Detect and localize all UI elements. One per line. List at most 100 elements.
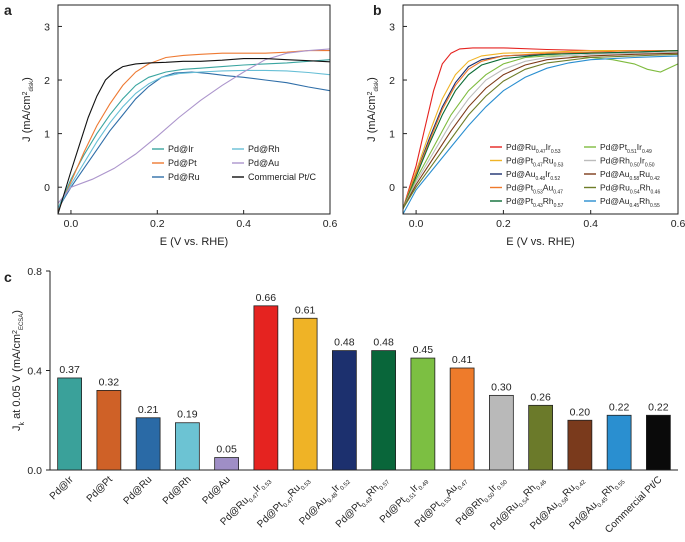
bar-category-label: Pd@Rh: [161, 474, 194, 507]
series-line-7: [403, 51, 678, 209]
bar-8: [332, 350, 357, 471]
x-tick-label: 0.2: [496, 218, 511, 230]
series-line-8: [403, 52, 678, 209]
legend-entry: Pd@Au0.45Rh0.55: [600, 196, 660, 209]
legend-entry: Pd@Au: [248, 158, 279, 168]
bar-value-label: 0.61: [295, 304, 316, 316]
bar-2: [96, 389, 122, 471]
bar-value-label: 0.41: [452, 354, 473, 366]
y-tick-label: 1: [44, 129, 50, 141]
bar-10: [410, 357, 436, 471]
x-axis-label: E (V vs. RHE): [160, 236, 228, 248]
bar-value-label: 0.05: [216, 444, 237, 456]
x-tick-label: 0.4: [583, 218, 598, 230]
x-tick-label: 0.6: [671, 218, 685, 230]
legend-entry: Commercial Pt/C: [248, 172, 317, 182]
bar-category-label: Pd@Ir: [48, 474, 76, 502]
plot-frame: [57, 4, 331, 215]
x-tick-label: 0.0: [64, 218, 79, 230]
y-tick-label: 3: [44, 21, 50, 33]
bar-4: [175, 422, 200, 471]
legend-entry: Pd@Au0.48Ir0.52: [506, 169, 560, 182]
y-tick-label: 3: [389, 21, 395, 33]
legend-entry: Pd@Ir: [168, 144, 194, 154]
y-tick-label: 2: [44, 75, 50, 87]
legend-entry: Pd@Au0.58Ru0.42: [600, 169, 660, 182]
y-axis-label: J (mA/cm2disk): [366, 77, 380, 142]
bar-7: [292, 317, 318, 471]
legend-entry: Pd@Ru: [168, 172, 200, 182]
y-tick-label: 0.8: [27, 266, 42, 278]
panel-letter: a: [4, 2, 12, 18]
bar-13: [528, 404, 553, 471]
series-line-2: [403, 50, 678, 209]
series-line-1: [58, 59, 330, 209]
y-tick-label: 0.0: [27, 465, 42, 477]
bar-value-label: 0.26: [530, 391, 551, 403]
y-axis-label: Jk at 0.05 V (mA/cm2ECSA): [11, 310, 26, 431]
panel-letter: b: [373, 2, 382, 18]
series-line-10: [403, 55, 678, 214]
bar-category-label: Pd@Pt: [85, 474, 115, 504]
series-group: [403, 47, 678, 214]
bar-category-label: Pd@Au: [200, 474, 232, 506]
bar-value-label: 0.20: [570, 406, 591, 418]
series-line-4: [58, 69, 330, 209]
series-line-3: [58, 71, 330, 209]
legend-entry: Pd@Ru0.47Ir0.53: [506, 142, 561, 155]
bar-15: [606, 414, 632, 471]
series-group: [58, 48, 330, 214]
legend: Pd@Ru0.47Ir0.53Pd@Pt0.47Ru0.53Pd@Au0.48I…: [490, 142, 660, 209]
bar-value-label: 0.32: [99, 376, 120, 388]
bar-value-label: 0.48: [373, 337, 394, 349]
bar-12: [489, 394, 514, 471]
x-tick-label: 0.4: [236, 218, 251, 230]
y-tick-label: 2: [389, 75, 395, 87]
x-tick-label: 0.2: [150, 218, 165, 230]
bar-14: [567, 419, 593, 471]
bar-value-label: 0.66: [256, 292, 277, 304]
bar-category-label: Pd@Ru: [122, 474, 155, 507]
panel-letter: c: [4, 269, 12, 285]
legend-entry: Pd@Pt: [168, 158, 197, 168]
series-line-6: [403, 55, 678, 209]
y-tick-label: 0: [389, 182, 395, 194]
series-line-9: [403, 53, 678, 209]
bar-6: [253, 305, 279, 471]
y-tick-label: 0: [44, 182, 50, 194]
panel-c: 0.0 0.4 0.8 0.37 Pd@Ir 0.32 Pd@Pt 0.21 Pd@Ru 0.19…: [4, 266, 678, 536]
series-line-2: [58, 50, 330, 212]
legend-entry: Pd@Pt0.47Ru0.53: [506, 156, 564, 169]
bar-value-label: 0.21: [138, 404, 159, 416]
bar-value-label: 0.45: [413, 344, 434, 356]
legend: Pd@Ir Pd@Pt Pd@Ru Pd@Rh Pd@Au Commercial Pt/C: [152, 144, 317, 182]
x-tick-label: 0.6: [323, 218, 338, 230]
legend-entry: Pd@Pt0.43Rh0.57: [506, 196, 564, 209]
bar-11: [449, 367, 475, 471]
bar-category-label: Commercial Pt/C: [603, 474, 664, 535]
series-line-5: [403, 50, 678, 209]
legend-entry: Pd@Pt0.53Au0.47: [506, 183, 563, 196]
bar-value-label: 0.30: [491, 381, 512, 393]
bar-value-label: 0.22: [609, 401, 630, 413]
panel-a: 0.0 0.2 0.4 0.6 0 1 2 3 E (V vs. RHE) J (mA/cm2di…: [4, 2, 337, 248]
y-tick-label: 0.4: [27, 366, 42, 378]
bar-value-label: 0.22: [648, 401, 669, 413]
y-axis-label: J (mA/cm2disk): [21, 77, 35, 142]
series-line-5: [58, 48, 330, 204]
series-line-6: [58, 58, 330, 214]
bar-value-label: 0.19: [177, 409, 198, 421]
panel-b: 0.0 0.2 0.4 0.6 0 1 2 3 E (V vs. RHE) J (mA/cm2di…: [366, 2, 685, 248]
bar-value-label: 0.37: [59, 364, 80, 376]
series-line-4: [403, 50, 678, 209]
legend-entry: Pd@Pt0.51Ir0.49: [600, 142, 652, 155]
x-axis-label: E (V vs. RHE): [506, 236, 574, 248]
bar-value-label: 0.48: [334, 337, 355, 349]
series-line-3: [403, 50, 678, 209]
bar-5: [214, 457, 239, 471]
legend-entry: Pd@Rh: [248, 144, 280, 154]
legend-entry: Pd@Ru0.54Rh0.46: [600, 183, 660, 196]
bar-1: [57, 377, 82, 471]
bar-9: [371, 350, 396, 471]
